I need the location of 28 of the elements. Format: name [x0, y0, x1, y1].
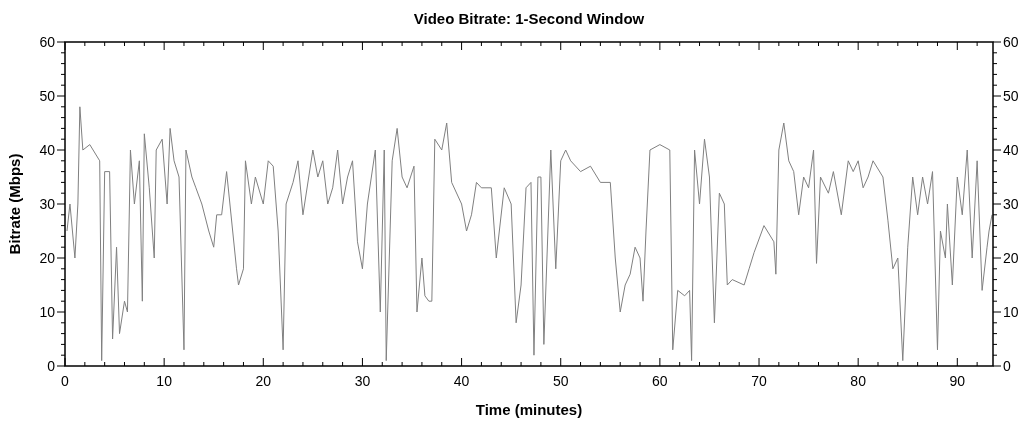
x-tick-label: 0: [61, 373, 70, 389]
x-tick-label: 80: [850, 373, 867, 389]
chart-title: Video Bitrate: 1-Second Window: [413, 10, 645, 27]
y-axis-title: Bitrate (Mbps): [6, 153, 23, 255]
y-tick-label: 50: [39, 88, 56, 104]
x-tick-label: 70: [751, 373, 768, 389]
x-tick-label: 10: [156, 373, 173, 389]
y-tick-label: 10: [39, 304, 56, 320]
y-tick-label: 0: [47, 358, 56, 374]
line-series: [66, 106, 993, 362]
y2-tick-label: 60: [1003, 34, 1019, 50]
y2-tick-label: 50: [1003, 88, 1019, 104]
y2-tick-label: 10: [1003, 304, 1019, 320]
x-tick-label: 60: [652, 373, 668, 389]
x-tick-label: 30: [354, 373, 371, 389]
x-tick-label: 50: [552, 373, 569, 389]
y2-tick-label: 40: [1003, 142, 1019, 158]
y-tick-label: 20: [39, 250, 56, 266]
y2-tick-label: 30: [1003, 196, 1019, 212]
x-axis-title: Time (minutes): [475, 401, 583, 418]
y-tick-label: 60: [39, 34, 56, 50]
y2-tick-label: 20: [1003, 250, 1019, 266]
y-tick-label: 30: [39, 196, 56, 212]
y-tick-label: 40: [39, 142, 56, 158]
x-tick-label: 40: [453, 373, 470, 389]
x-tick-label: 90: [949, 373, 966, 389]
x-tick-label: 20: [255, 373, 272, 389]
y2-tick-label: 0: [1003, 358, 1011, 374]
